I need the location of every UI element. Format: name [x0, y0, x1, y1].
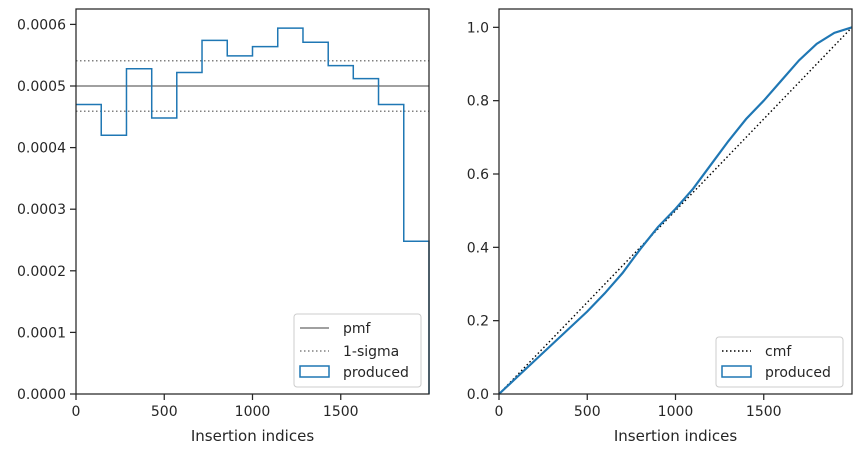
legend-1-sigma-label: 1-sigma	[343, 344, 399, 360]
histogram-legend: pmf 1-sigma produced	[293, 313, 422, 388]
histogram-y-tick-label: 0.0005	[17, 79, 66, 95]
histogram-x-tick-label: 1500	[323, 404, 359, 420]
cumulative-y-tick-label: 0.8	[467, 94, 489, 110]
histogram-y-tick-label: 0.0004	[17, 141, 66, 157]
histogram-produced-steps	[76, 27, 430, 394]
cumulative-y-tick-label: 0.6	[467, 167, 489, 183]
cumulative-legend-box	[715, 336, 844, 388]
cumulative-y-axis: 0.0 0.2 0.4 0.6 0.8 1.0	[467, 20, 499, 403]
cumulative-legend: cmf produced	[715, 336, 844, 388]
legend-cmf-label: cmf	[765, 344, 792, 360]
cumulative-x-tick-label: 0	[495, 404, 504, 420]
cumulative-cmf-line	[498, 26, 853, 395]
histogram-y-tick-label: 0.0000	[17, 387, 66, 403]
legend-cumulative-produced-label: produced	[765, 365, 831, 381]
cumulative-plot-background	[499, 9, 852, 394]
legend-produced-label: produced	[343, 365, 409, 381]
cumulative-x-axis: 0 500 1000 1500	[495, 394, 782, 420]
histogram-y-tick-label: 0.0003	[17, 202, 66, 218]
histogram-panel: 0.0000 0.0001 0.0002 0.0003 0.0004 0.0005 0.00…	[17, 8, 430, 445]
cumulative-y-tick-label: 0.2	[467, 314, 489, 330]
histogram-legend-box	[293, 313, 422, 388]
histogram-y-tick-label: 0.0001	[17, 325, 66, 341]
cumulative-produced-line	[498, 26, 853, 395]
cumulative-x-axis-label: Insertion indices	[614, 427, 737, 445]
histogram-reference-lines	[76, 59, 429, 113]
cumulative-x-tick-label: 1000	[658, 404, 694, 420]
cumulative-x-tick-label: 500	[574, 404, 601, 420]
histogram-x-tick-label: 0	[72, 404, 81, 420]
histogram-x-axis: 0 500 1000 1500	[72, 394, 359, 420]
legend-cumulative-produced-swatch	[721, 365, 752, 378]
histogram-y-tick-label: 0.0002	[17, 264, 66, 280]
legend-produced-swatch	[299, 365, 330, 378]
cumulative-y-tick-label: 0.0	[467, 387, 489, 403]
histogram-x-tick-label: 1000	[235, 404, 271, 420]
cumulative-y-tick-label: 0.4	[467, 240, 489, 256]
cumulative-y-tick-label: 1.0	[467, 20, 489, 36]
histogram-x-tick-label: 500	[151, 404, 178, 420]
histogram-y-tick-label: 0.0006	[17, 17, 66, 33]
legend-pmf-label: pmf	[343, 321, 372, 337]
histogram-y-axis: 0.0000 0.0001 0.0002 0.0003 0.0004 0.0005 0.00…	[17, 17, 76, 403]
histogram-x-axis-label: Insertion indices	[191, 427, 314, 445]
cumulative-panel: 0.0 0.2 0.4 0.6 0.8 1.0 0 500 1000 1500 Insertio…	[467, 8, 853, 445]
cumulative-x-tick-label: 1500	[746, 404, 782, 420]
